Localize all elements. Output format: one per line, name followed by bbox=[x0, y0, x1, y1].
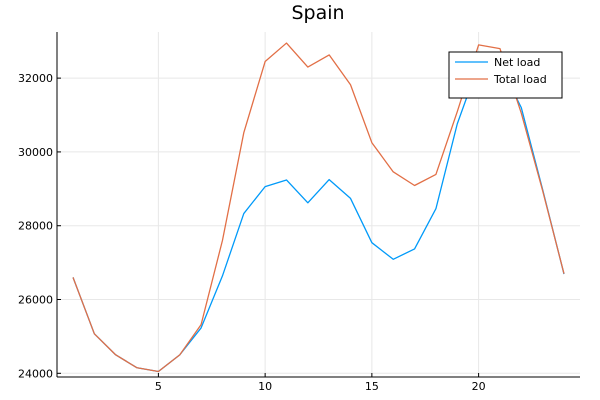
series-line-net-load bbox=[72, 63, 565, 373]
axes bbox=[56, 32, 580, 378]
tick-labels: 5 10 15 20 24000 26000 28000 30000 32000 bbox=[18, 72, 486, 393]
x-tick-label: 20 bbox=[472, 380, 486, 393]
x-tick-label: 15 bbox=[365, 380, 379, 393]
legend-label-total-load: Total load bbox=[493, 73, 547, 86]
y-tick-label: 30000 bbox=[18, 146, 53, 159]
series-line-total-load bbox=[72, 42, 565, 373]
x-tick-label: 5 bbox=[155, 380, 162, 393]
chart-title: Spain bbox=[291, 2, 344, 24]
y-tick-label: 32000 bbox=[18, 72, 53, 85]
y-tick-label: 26000 bbox=[18, 294, 53, 307]
x-tick-label: 10 bbox=[258, 380, 272, 393]
legend-box bbox=[448, 51, 563, 99]
legend-label-net-load: Net load bbox=[494, 56, 540, 69]
y-tick-label: 24000 bbox=[18, 367, 53, 380]
legend: Net load Total load bbox=[448, 51, 563, 99]
y-tick-label: 28000 bbox=[18, 220, 53, 233]
